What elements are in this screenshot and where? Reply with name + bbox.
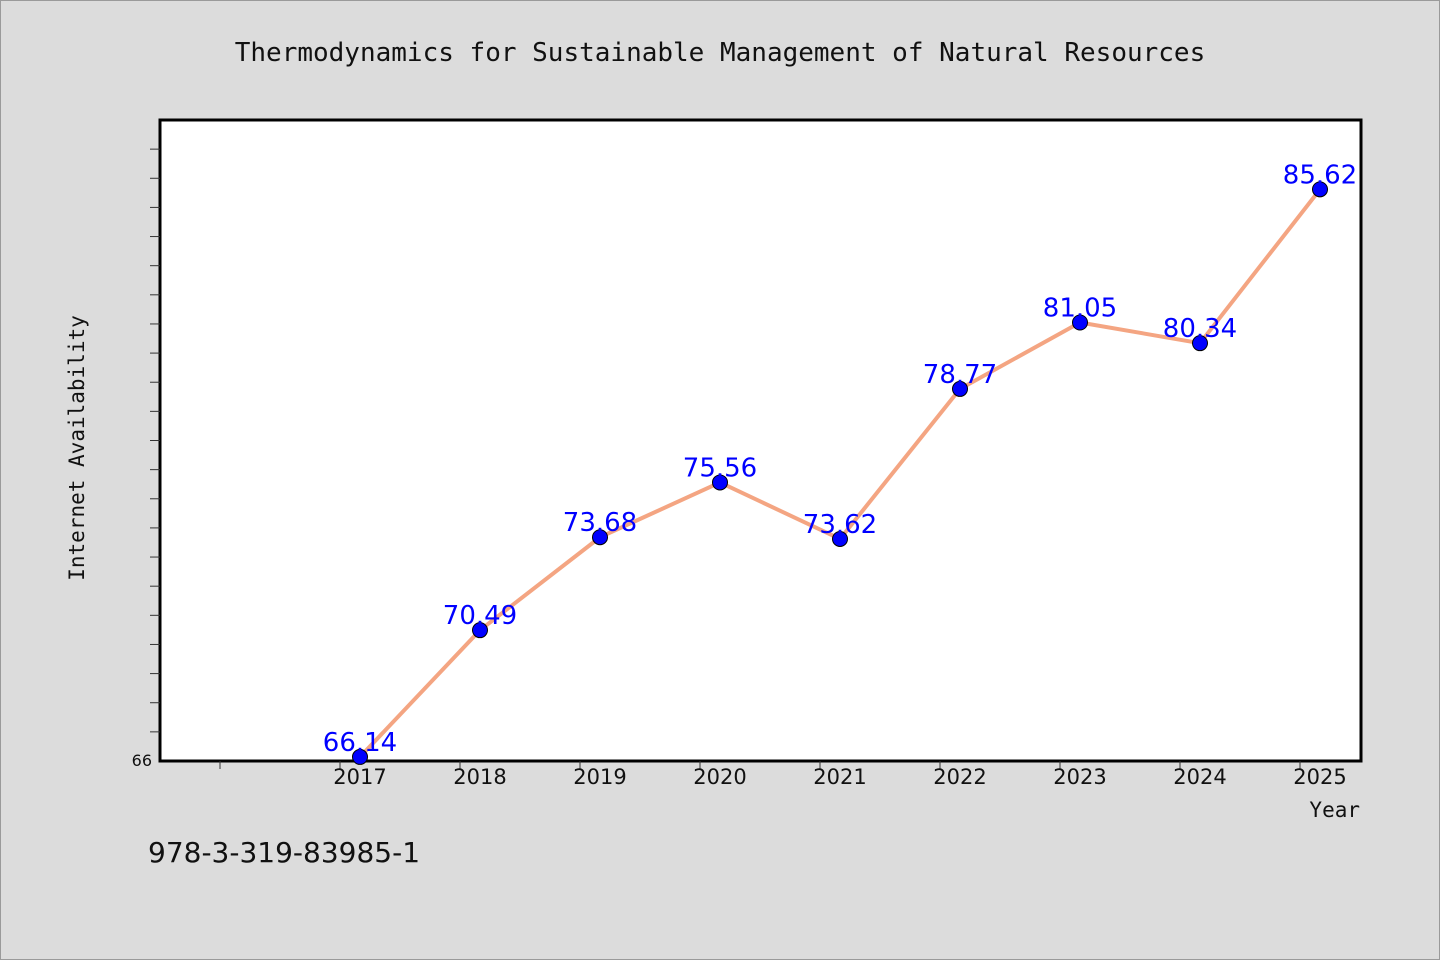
x-tick-label: 2024 — [1173, 765, 1226, 789]
plot-area — [158, 118, 1363, 763]
x-tick-label: 2018 — [453, 765, 506, 789]
data-label: 66.14 — [323, 728, 397, 758]
data-point — [1312, 181, 1328, 198]
y-tick-label: 66 — [132, 751, 152, 770]
x-tick-label: 2017 — [333, 765, 386, 789]
x-tick-label: 2022 — [933, 765, 986, 789]
data-label: 78.77 — [923, 360, 997, 390]
data-point — [592, 529, 608, 546]
data-point — [832, 530, 848, 547]
data-label: 85.62 — [1283, 160, 1357, 190]
data-label: 73.68 — [563, 508, 637, 538]
data-label: 80.34 — [1163, 314, 1237, 344]
x-tick-label: 2025 — [1293, 765, 1346, 789]
x-tick-label: 2021 — [813, 765, 866, 789]
data-label: 73.62 — [803, 510, 877, 540]
x-tick-label: 2023 — [1053, 765, 1106, 789]
data-point — [1072, 314, 1088, 331]
data-point — [1192, 335, 1208, 352]
x-tick-label: 2020 — [693, 765, 746, 789]
data-point — [352, 748, 368, 765]
y-axis-label: Internet Availability — [65, 315, 89, 581]
data-point — [952, 380, 968, 397]
data-point — [472, 622, 488, 639]
plot-layer: 66 2017 2018 2019 2020 2021 2022 2023 2024 2025 66… — [132, 118, 1363, 789]
x-tick-label: 2019 — [573, 765, 626, 789]
isbn-label: 978-3-319-83985-1 — [148, 836, 420, 869]
chart-title: Thermodynamics for Sustainable Managemen… — [235, 38, 1206, 68]
data-label: 81.05 — [1043, 293, 1117, 323]
data-label: 70.49 — [443, 601, 517, 631]
x-axis-label: Year — [1309, 798, 1360, 822]
data-point — [712, 474, 728, 491]
data-label: 75.56 — [683, 453, 757, 483]
